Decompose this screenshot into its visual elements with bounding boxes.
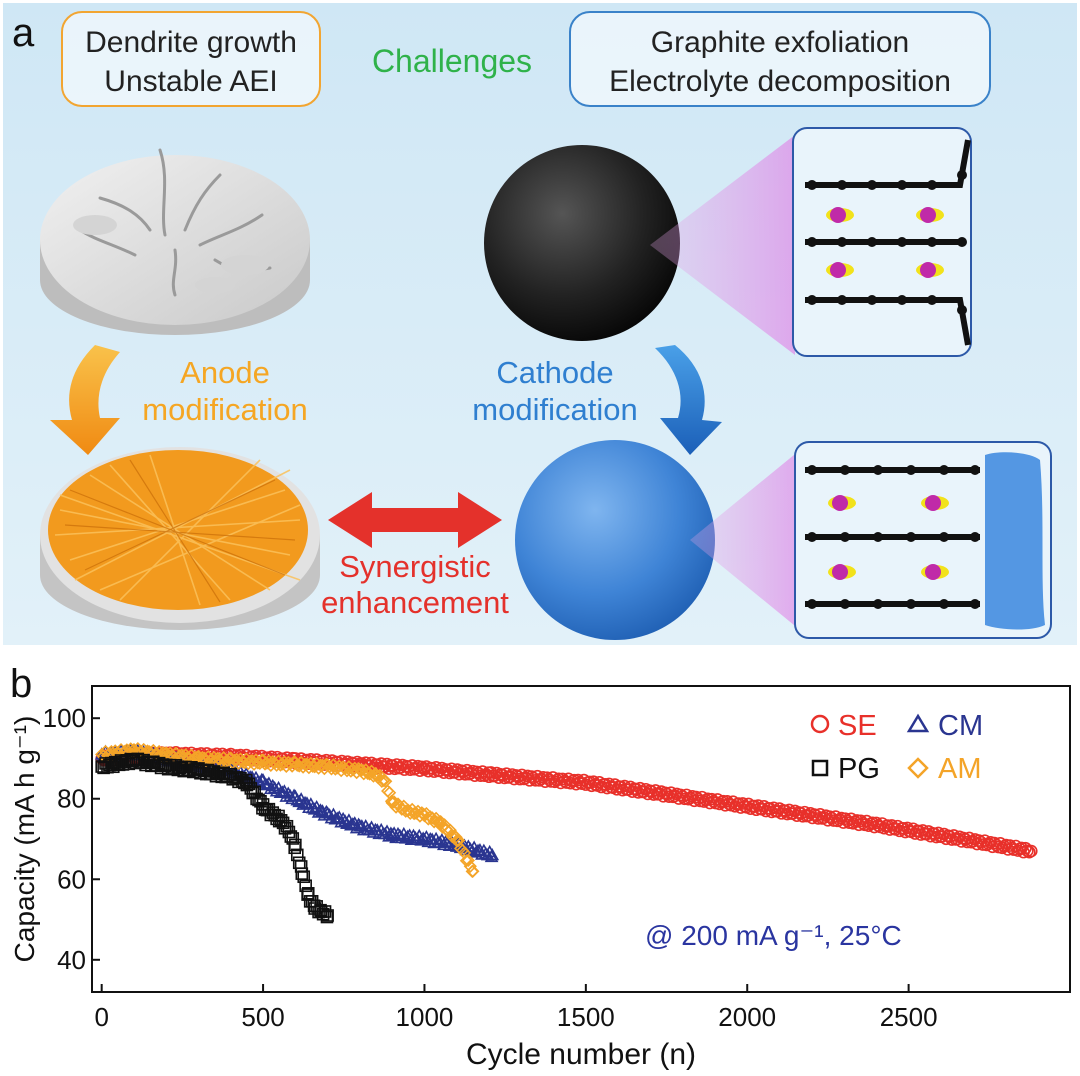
axes: 0 500 1000 1500 2000 2500 40 60 80 100 xyxy=(43,703,938,1032)
data-series xyxy=(94,741,1038,924)
data-point-cm xyxy=(305,801,320,814)
data-point-am xyxy=(411,804,425,818)
panel-b: b 0 500 1000 1500 2000 2500 40 60 80 100 Cycle nu… xyxy=(9,662,1071,1071)
data-point-se xyxy=(1024,844,1038,858)
data-point-am xyxy=(375,774,389,789)
data-point-pg xyxy=(301,887,315,900)
legend-label-cm: CM xyxy=(938,710,983,742)
data-point-am xyxy=(443,823,457,837)
anode-modification-line-2: modification xyxy=(142,392,307,427)
panel-b-label: b xyxy=(10,662,32,706)
panel-a-label: a xyxy=(12,11,35,55)
y-tick-label: 60 xyxy=(57,864,86,894)
anode-challenge-1: Dendrite growth xyxy=(85,26,297,59)
graphite-structure-zoom xyxy=(792,127,972,357)
data-point-pg xyxy=(254,795,267,808)
data-point-am xyxy=(377,773,391,788)
coated-zoom-cone xyxy=(690,450,800,630)
data-point-pg xyxy=(316,907,330,921)
x-axis-label: Cycle number (n) xyxy=(466,1038,696,1071)
y-tick-label: 40 xyxy=(57,945,86,975)
data-point-pg xyxy=(286,832,300,845)
legend-label-pg: PG xyxy=(838,753,880,785)
data-point-am xyxy=(459,854,474,868)
data-point-cm xyxy=(478,846,493,859)
graphite-sphere xyxy=(484,145,680,341)
data-point-pg xyxy=(252,793,265,807)
panel-a: a Dendrite growth Unstable AEI Challenge… xyxy=(3,3,1077,645)
data-point-am xyxy=(387,795,401,809)
x-tick-label: 1500 xyxy=(557,1002,615,1032)
legend-marker-am xyxy=(907,757,929,779)
x-tick-label: 2500 xyxy=(880,1002,938,1032)
data-point-am xyxy=(463,859,477,873)
data-point-se xyxy=(1021,844,1034,858)
conditions-annotation: @ 200 mA g⁻¹, 25°C xyxy=(645,920,902,951)
data-point-pg xyxy=(321,909,334,922)
legend-marker-cm xyxy=(906,713,930,733)
data-point-am xyxy=(292,759,306,773)
dendrite-disc-illustration xyxy=(40,148,310,335)
synergy-line-1: Synergistic xyxy=(339,549,491,584)
data-point-am xyxy=(466,864,480,878)
data-point-pg xyxy=(297,870,311,884)
y-tick-label: 80 xyxy=(57,784,86,814)
legend: SE CM PG AM xyxy=(810,710,983,785)
data-point-cm xyxy=(485,847,500,861)
anode-modification-line-1: Anode xyxy=(180,355,270,390)
x-tick-label: 2000 xyxy=(718,1002,776,1032)
data-point-cm xyxy=(344,818,358,831)
data-point-cm xyxy=(408,830,423,844)
synergy-double-arrow xyxy=(328,492,502,548)
legend-marker-se xyxy=(810,714,830,734)
cathode-modification-line-1: Cathode xyxy=(496,355,613,390)
cathode-modification-line-2: modification xyxy=(472,392,637,427)
coated-structure-zoom xyxy=(794,441,1052,639)
coated-graphite-sphere xyxy=(515,440,715,640)
data-point-se xyxy=(1019,841,1032,855)
data-point-pg xyxy=(299,879,312,893)
legend-marker-pg xyxy=(811,759,829,777)
fiber-disc-illustration xyxy=(40,447,320,630)
data-point-pg xyxy=(289,838,302,852)
data-point-am xyxy=(403,806,417,820)
cathode-modification-arrow xyxy=(655,345,722,455)
anode-challenge-box xyxy=(61,11,321,107)
legend-label-am: AM xyxy=(938,753,982,785)
data-point-cm xyxy=(313,803,328,816)
series-pg xyxy=(95,752,334,924)
data-point-am xyxy=(413,809,427,823)
y-tick-label: 100 xyxy=(43,703,86,733)
data-point-cm xyxy=(469,845,483,858)
challenges-title: Challenges xyxy=(372,43,532,79)
data-point-am xyxy=(237,755,251,770)
data-point-am xyxy=(355,763,369,777)
data-point-cm xyxy=(296,797,310,810)
cathode-challenge-1: Graphite exfoliation xyxy=(651,26,910,59)
graphite-zoom-cone xyxy=(650,135,795,355)
anode-challenge-2: Unstable AEI xyxy=(104,65,277,98)
data-point-pg xyxy=(282,825,296,839)
data-point-cm xyxy=(290,793,305,806)
cathode-challenge-2: Electrolyte decomposition xyxy=(609,65,951,98)
y-axis-label: Capacity (mA h g⁻¹) xyxy=(9,716,40,963)
data-point-pg xyxy=(295,867,309,880)
x-tick-label: 500 xyxy=(241,1002,284,1032)
anode-modification-arrow xyxy=(50,345,120,455)
plot-frame xyxy=(91,685,1071,993)
data-point-pg xyxy=(236,775,249,788)
data-point-am xyxy=(461,853,475,867)
synergy-line-2: enhancement xyxy=(321,585,509,620)
legend-label-se: SE xyxy=(838,710,877,742)
data-point-pg xyxy=(270,812,283,826)
x-tick-label: 0 xyxy=(94,1002,108,1032)
cathode-challenge-box xyxy=(569,11,991,107)
x-tick-label: 1000 xyxy=(396,1002,454,1032)
